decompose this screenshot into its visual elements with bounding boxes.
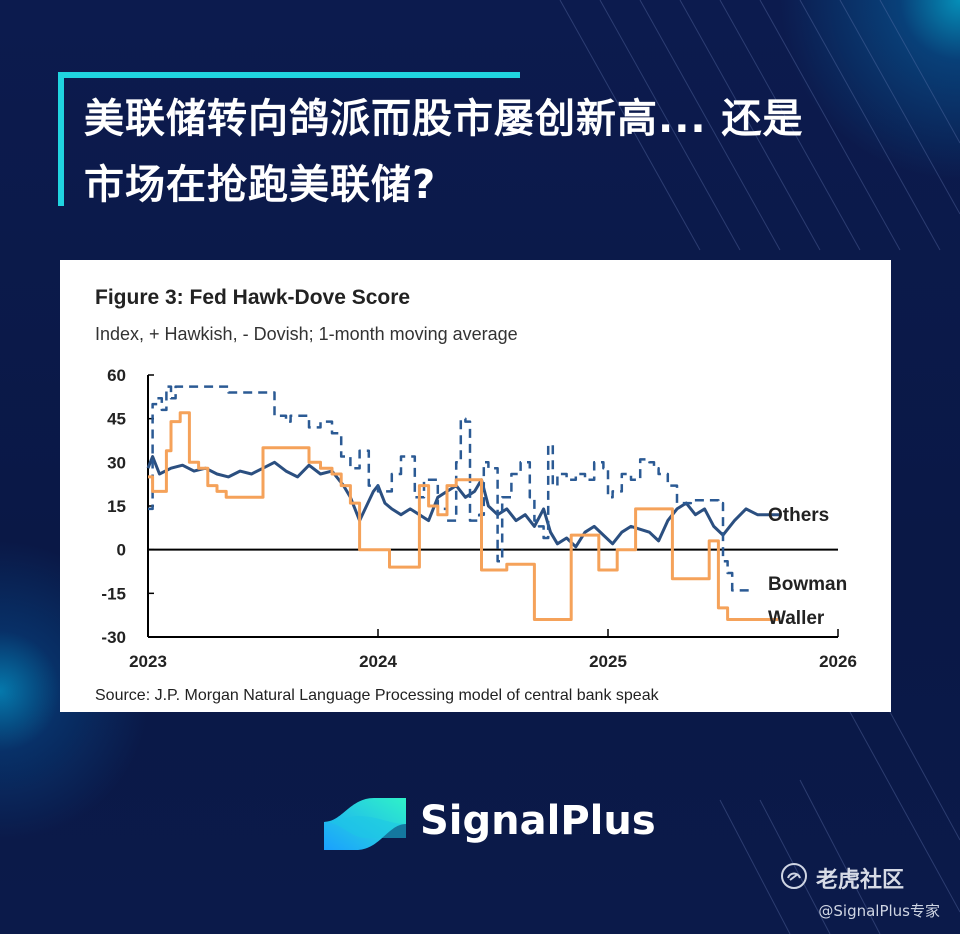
y-tick-label: 60 [107, 366, 126, 385]
chart-subtitle: Index, + Hawkish, - Dovish; 1-month movi… [95, 324, 518, 344]
hawk-dove-chart: Figure 3: Fed Hawk-Dove Score Index, + H… [95, 286, 857, 704]
y-tick-label: 15 [107, 497, 126, 516]
y-tick-label: 45 [107, 410, 126, 429]
series-label-bowman: Bowman [768, 574, 847, 595]
chart-title: Figure 3: Fed Hawk-Dove Score [95, 286, 410, 309]
series-line-bowman [148, 385, 751, 592]
chart-card: Figure 3: Fed Hawk-Dove Score Index, + H… [60, 260, 891, 712]
signalplus-logo-icon [324, 798, 406, 850]
title-accent-bar-top [58, 72, 520, 78]
x-tick-label: 2026 [819, 652, 857, 671]
chart-source: Source: J.P. Morgan Natural Language Pro… [95, 687, 660, 704]
series-label-waller: Waller [768, 608, 825, 629]
headline: 美联储转向鸽派而股市屡创新高... 还是 市场在抢跑美联储? [84, 86, 924, 218]
series-label-others: Others [768, 505, 829, 526]
series-line-waller [148, 411, 779, 621]
x-tick-label: 2024 [359, 652, 397, 671]
watermark-handle: @SignalPlus专家 [818, 902, 940, 920]
y-tick-label: 30 [107, 453, 126, 472]
title-accent-bar-left [58, 72, 64, 206]
headline-line-1: 美联储转向鸽派而股市屡创新高... 还是 [84, 96, 804, 142]
x-tick-label: 2025 [589, 652, 627, 671]
tiger-community-icon [781, 863, 807, 889]
brand-block: SignalPlus [322, 790, 656, 860]
y-tick-label: 0 [117, 541, 126, 560]
x-tick-label: 2023 [129, 652, 167, 671]
watermark: 老虎社区 [780, 860, 940, 894]
headline-line-2: 市场在抢跑美联储? [84, 162, 437, 208]
brand-name: SignalPlus [420, 798, 656, 844]
watermark-name: 老虎社区 [816, 868, 905, 893]
series-line-others [146, 455, 781, 549]
y-tick-label: -30 [101, 628, 126, 647]
y-tick-label: -15 [101, 584, 126, 603]
